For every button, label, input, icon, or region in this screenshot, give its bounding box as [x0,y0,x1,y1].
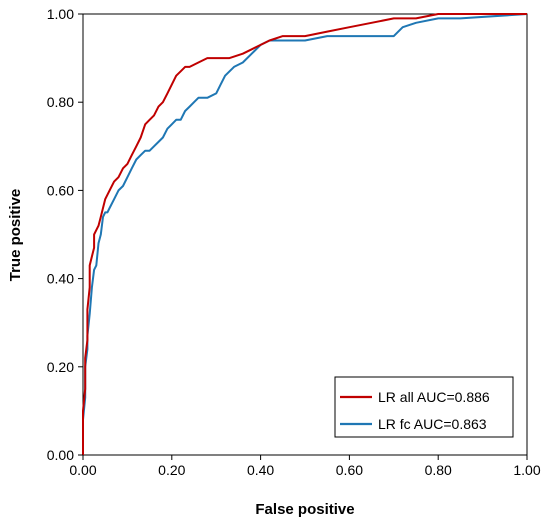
x-tick-label: 0.60 [336,462,363,478]
y-axis-title: True positive [7,189,24,282]
legend-label-lr-fc: LR fc AUC=0.863 [378,416,487,432]
legend: LR all AUC=0.886 LR fc AUC=0.863 [334,376,514,438]
legend-box [334,376,514,438]
y-tick-label: 0.80 [47,94,74,110]
series-line-lr-all-auc-0-886 [82,13,527,455]
x-axis-title: False positive [255,501,354,518]
y-tick-label: 1.00 [47,6,74,22]
y-tick-label: 0.40 [47,271,74,287]
y-tick-label: 0.60 [47,182,74,198]
y-tick-label: 0.00 [47,447,74,463]
x-tick-label: 0.40 [247,462,274,478]
plot-area [82,13,528,456]
x-tick-label: 0.20 [158,462,185,478]
series-line-lr-fc-auc-0-863 [82,13,528,455]
y-tick-label: 0.20 [47,359,74,375]
y-axis-ticks: 0.00 0.20 0.40 0.60 0.80 1.00 [47,6,83,463]
legend-label-lr-all: LR all AUC=0.886 [378,389,490,405]
x-axis-ticks: 0.00 0.20 0.40 0.60 0.80 1.00 [69,455,541,478]
x-tick-label: 0.00 [69,462,96,478]
plot-frame [82,13,528,456]
x-tick-label: 0.80 [425,462,452,478]
series-layer [82,13,528,455]
x-tick-label: 1.00 [513,462,540,478]
